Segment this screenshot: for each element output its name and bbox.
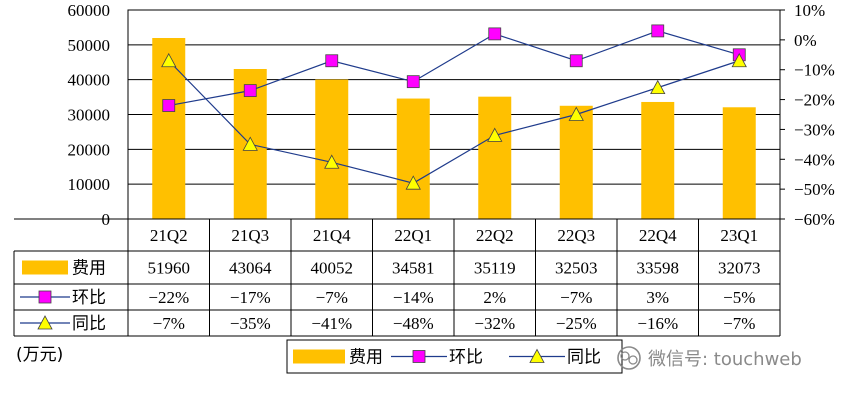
- table-cell: −7%: [723, 314, 755, 333]
- y-left-tick-label: 60000: [68, 1, 111, 20]
- series-line: [168, 60, 740, 184]
- x-tick-label: 22Q2: [476, 226, 514, 245]
- table-row-name: 费用: [72, 259, 106, 279]
- table-cell: −17%: [230, 288, 271, 307]
- x-tick-label: 21Q2: [150, 226, 188, 245]
- table-cell: 3%: [646, 288, 669, 307]
- bar: [559, 105, 593, 219]
- data-point: [162, 99, 176, 112]
- y-left-tick-label: 30000: [68, 106, 111, 125]
- x-tick-label: 22Q1: [394, 226, 432, 245]
- y-right-tick-label: −60%: [794, 210, 835, 229]
- table-cell: −14%: [393, 288, 434, 307]
- table-row-name: 同比: [72, 314, 106, 334]
- table-cell: 33598: [637, 259, 680, 278]
- bar: [641, 101, 675, 219]
- y-left-tick-label: 20000: [68, 140, 111, 159]
- table-cell: 35119: [474, 259, 516, 278]
- table-cell: −32%: [474, 314, 515, 333]
- table-cell: −7%: [153, 314, 185, 333]
- legend-swatch: [293, 349, 345, 364]
- table-cell: −16%: [637, 314, 678, 333]
- table-cell: −7%: [560, 288, 592, 307]
- series-line: [168, 30, 740, 107]
- y-left-tick-label: 50000: [68, 36, 111, 55]
- bar: [152, 38, 186, 220]
- legend-marker: [412, 350, 426, 363]
- data-point: [406, 75, 420, 89]
- table-key-swatch: [22, 260, 68, 275]
- data-point: [325, 54, 339, 68]
- table-cell: −48%: [393, 314, 434, 333]
- data-point: [650, 80, 666, 95]
- x-tick-label: 23Q1: [720, 226, 758, 245]
- table-cell: 32503: [555, 259, 598, 278]
- y-left-tick-label: 10000: [68, 175, 111, 194]
- x-tick-label: 22Q3: [557, 226, 595, 245]
- table-cell: −25%: [556, 314, 597, 333]
- table-cell: 32073: [718, 259, 761, 278]
- table-cell: 51960: [148, 259, 191, 278]
- data-point: [243, 84, 257, 98]
- y-right-tick-label: 0%: [794, 31, 817, 50]
- legend-label: 环比: [449, 348, 483, 368]
- x-tick-label: 21Q4: [313, 226, 351, 245]
- bar: [315, 79, 349, 219]
- wechat-icon: [617, 346, 641, 370]
- y-right-tick-label: −20%: [794, 91, 835, 110]
- table-cell: −35%: [230, 314, 271, 333]
- legend-label: 同比: [567, 348, 601, 368]
- data-point: [651, 24, 665, 38]
- table-key-marker: [38, 290, 52, 304]
- table-cell: −41%: [311, 314, 352, 333]
- table-cell: −22%: [148, 288, 189, 307]
- x-tick-label: 22Q4: [639, 226, 677, 245]
- y-left-tick-label: 40000: [68, 71, 111, 90]
- bar: [396, 98, 430, 219]
- y-right-tick-label: −50%: [794, 180, 835, 199]
- legend-label: 费用: [349, 348, 383, 368]
- data-point: [569, 54, 583, 68]
- table-cell: −5%: [723, 288, 755, 307]
- table-cell: 40052: [311, 259, 354, 278]
- watermark: 微信号: touchweb: [617, 346, 802, 370]
- table-row-name: 环比: [72, 288, 106, 308]
- x-tick-label: 21Q3: [231, 226, 269, 245]
- unit-label: (万元): [16, 345, 63, 365]
- y-right-tick-label: −10%: [794, 61, 835, 80]
- table-cell: 2%: [483, 288, 506, 307]
- y-right-tick-label: −40%: [794, 150, 835, 169]
- watermark-text: 微信号: touchweb: [648, 349, 802, 370]
- table-cell: 34581: [392, 259, 435, 278]
- table-cell: 43064: [229, 259, 272, 278]
- bar: [478, 96, 512, 219]
- bar: [722, 107, 756, 219]
- y-right-tick-label: −30%: [794, 120, 835, 139]
- table-cell: −7%: [316, 288, 348, 307]
- data-point: [488, 27, 502, 41]
- y-right-tick-label: 10%: [794, 1, 825, 20]
